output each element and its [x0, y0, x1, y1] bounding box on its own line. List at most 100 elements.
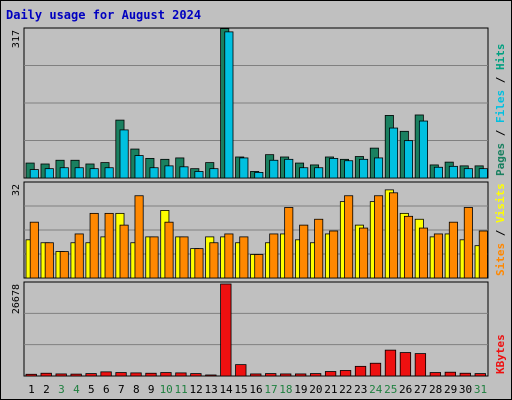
bar-kbytes-day-19	[295, 373, 307, 377]
bar-sites-day-22	[344, 195, 354, 279]
bar-sites-day-2	[44, 242, 54, 279]
y-max-label: 26678	[11, 284, 22, 314]
bar-kbytes-day-22	[339, 370, 352, 377]
bar-files-day-26	[403, 140, 414, 179]
x-tick-label-day-2: 2	[43, 383, 50, 396]
bar-kbytes-day-15	[235, 364, 247, 377]
x-tick-label-day-4: 4	[73, 383, 80, 396]
bar-sites-day-1	[29, 221, 39, 279]
bar-files-day-8	[134, 155, 144, 179]
x-tick-label-day-5: 5	[88, 383, 95, 396]
bar-files-day-7	[119, 129, 129, 179]
bar-sites-day-9	[149, 236, 159, 279]
bar-files-day-31	[478, 168, 488, 179]
bar-files-day-24	[374, 157, 384, 179]
x-tick-label-day-8: 8	[133, 383, 140, 396]
bar-files-day-5	[89, 168, 99, 179]
bar-files-day-13	[209, 168, 219, 179]
bar-sites-day-29	[448, 221, 458, 279]
legend-kbytes: KBytes	[494, 334, 507, 374]
chart-title: Daily usage for August 2024	[6, 8, 201, 22]
bar-files-day-28	[433, 166, 443, 179]
x-tick-label-day-3: 3	[58, 383, 65, 396]
bar-sites-day-17	[269, 233, 279, 279]
bar-files-day-9	[149, 167, 159, 179]
legend-pages: Pages	[494, 143, 507, 176]
y-max-label: 32	[11, 184, 22, 196]
bar-kbytes-day-13	[205, 374, 217, 377]
bar-files-day-29	[448, 165, 458, 179]
x-tick-label-day-27: 27	[414, 383, 427, 396]
bar-files-day-1	[29, 169, 39, 179]
legend-kbytes: KBytes	[494, 334, 507, 374]
bar-files-day-6	[104, 167, 114, 179]
x-tick-label-day-30: 30	[459, 383, 472, 396]
bar-sites-day-27	[418, 227, 428, 279]
bar-files-day-27	[418, 120, 428, 179]
bar-kbytes-day-21	[324, 371, 337, 377]
x-tick-label-day-11: 11	[175, 383, 188, 396]
x-tick-label-day-13: 13	[204, 383, 217, 396]
x-tick-label-day-24: 24	[369, 383, 383, 396]
bar-kbytes-day-31	[474, 373, 486, 377]
bar-sites-day-20	[314, 218, 324, 279]
bar-kbytes-day-23	[354, 365, 367, 377]
x-tick-label-day-19: 19	[294, 383, 307, 396]
bar-sites-day-5	[89, 212, 99, 279]
x-tick-label-day-23: 23	[354, 383, 367, 396]
x-tick-label-day-21: 21	[324, 383, 337, 396]
bar-files-day-15	[239, 157, 249, 179]
x-tick-label-day-31: 31	[474, 383, 487, 396]
x-tick-label-day-17: 17	[264, 383, 277, 396]
x-tick-label-day-12: 12	[190, 383, 203, 396]
bar-files-day-23	[359, 158, 369, 179]
legend-sites: Sites	[494, 243, 507, 276]
bar-sites-day-24	[374, 195, 384, 279]
bar-files-day-12	[194, 171, 204, 179]
bar-kbytes-day-1	[25, 373, 37, 377]
bar-sites-day-30	[463, 207, 473, 279]
legend-sep2: /	[494, 70, 507, 90]
bar-kbytes-day-29	[444, 371, 456, 377]
bar-kbytes-day-25	[384, 349, 397, 377]
bar-sites-day-21	[329, 230, 339, 279]
x-tick-label-day-25: 25	[384, 383, 397, 396]
x-tick-label-day-6: 6	[103, 383, 110, 396]
bar-sites-day-8	[134, 195, 144, 279]
legend-hits_files_pages: Pages / Files / Hits	[494, 44, 507, 177]
x-tick-label-day-15: 15	[234, 383, 247, 396]
x-tick-label-day-14: 14	[219, 383, 233, 396]
x-tick-label-day-26: 26	[399, 383, 412, 396]
bar-kbytes-day-2	[40, 372, 52, 377]
bar-kbytes-day-16	[250, 373, 262, 377]
x-tick-label-day-22: 22	[339, 383, 352, 396]
legend-sep1: /	[494, 123, 507, 143]
bar-sites-day-14	[224, 233, 234, 279]
bar-files-day-4	[74, 167, 84, 179]
x-tick-label-day-29: 29	[444, 383, 457, 396]
bar-files-day-17	[269, 159, 279, 179]
legend-sep1: /	[494, 223, 507, 243]
bar-kbytes-day-10	[160, 372, 172, 377]
y-max-label: 317	[11, 30, 22, 48]
bar-sites-day-11	[179, 236, 189, 279]
bar-files-day-14	[224, 31, 234, 179]
x-tick-label-day-9: 9	[148, 383, 155, 396]
x-tick-label-day-1: 1	[28, 383, 35, 396]
bar-files-day-20	[314, 167, 324, 179]
bar-kbytes-day-26	[399, 352, 412, 377]
bar-sites-day-18	[284, 207, 294, 279]
bar-kbytes-day-9	[145, 372, 157, 377]
bar-sites-day-16	[254, 254, 264, 279]
legend-visits: Visits	[494, 183, 507, 223]
bar-sites-day-4	[74, 233, 84, 279]
bar-kbytes-day-8	[130, 372, 142, 377]
bar-kbytes-day-11	[175, 372, 187, 377]
bar-files-day-25	[389, 127, 399, 179]
bar-kbytes-day-3	[55, 373, 67, 377]
bar-files-day-22	[344, 160, 354, 179]
bar-sites-day-31	[478, 230, 488, 279]
bar-files-day-16	[254, 171, 264, 179]
x-tick-label-day-20: 20	[309, 383, 322, 396]
